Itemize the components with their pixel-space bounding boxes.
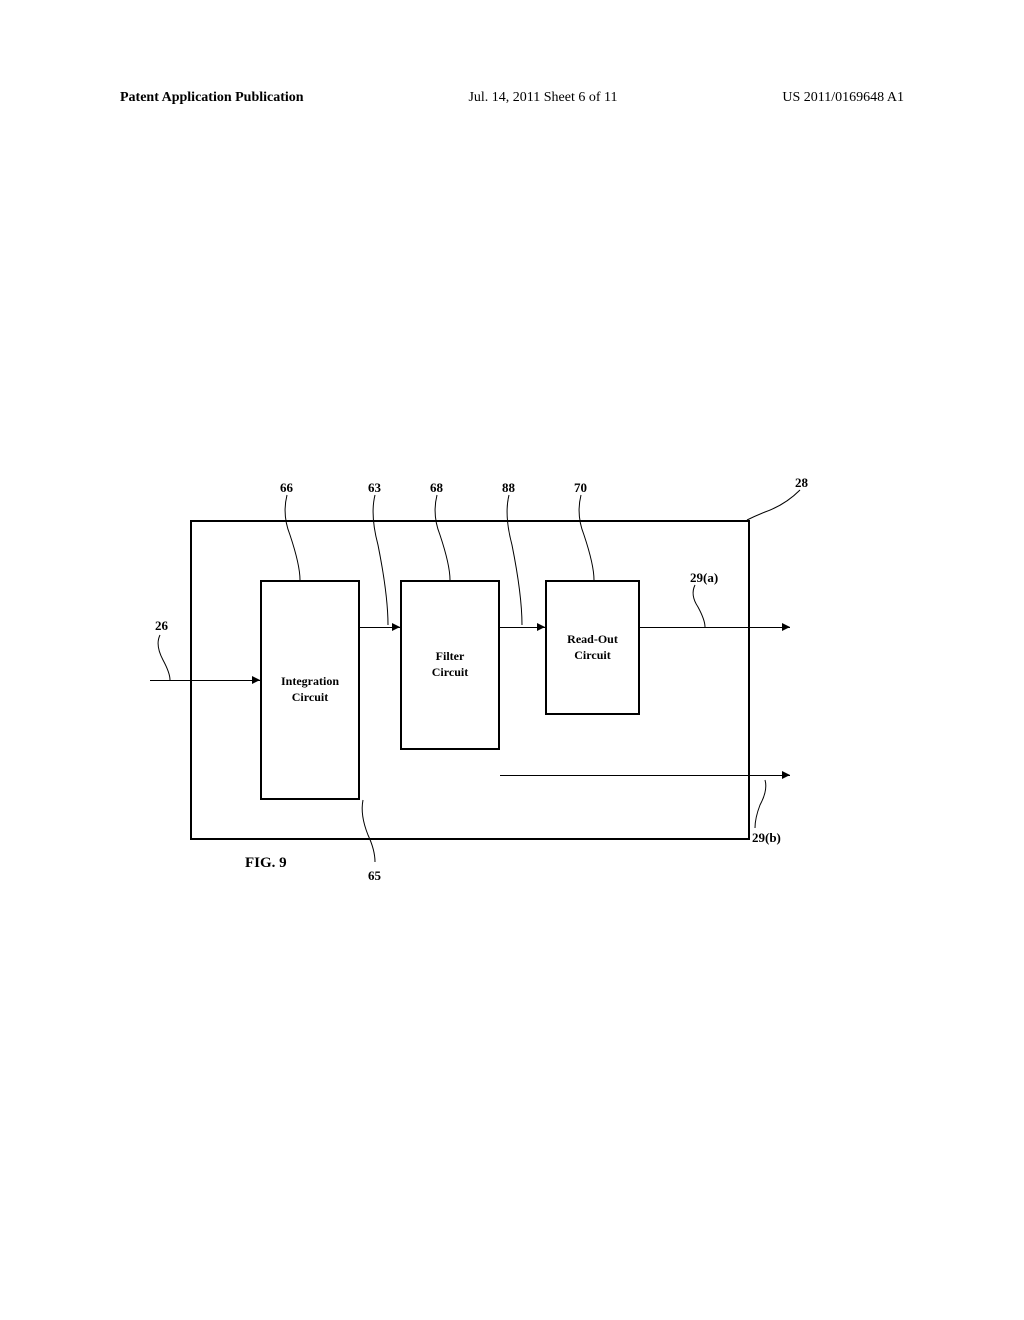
readout-circuit-block: Read-Out Circuit xyxy=(545,580,640,715)
pointer-28 xyxy=(745,490,805,530)
pointer-26 xyxy=(155,635,180,690)
ref-88: 88 xyxy=(502,480,515,496)
ref-65: 65 xyxy=(368,868,381,884)
pointer-29b xyxy=(750,780,775,835)
output-b-head xyxy=(782,771,790,779)
input-arrow-line xyxy=(150,680,260,681)
figure-label: FIG. 9 xyxy=(245,855,287,872)
block-diagram: 66 63 68 88 70 28 29(a) 26 Integration C… xyxy=(190,480,750,830)
ref-26: 26 xyxy=(155,618,168,634)
filter-label: Filter Circuit xyxy=(432,649,468,680)
output-a-head xyxy=(782,623,790,631)
ref-28: 28 xyxy=(795,475,808,491)
output-a-line xyxy=(640,627,790,628)
ref-63: 63 xyxy=(368,480,381,496)
filter-circuit-block: Filter Circuit xyxy=(400,580,500,750)
int-to-filter-head xyxy=(392,623,400,631)
filter-to-readout-head xyxy=(537,623,545,631)
readout-label: Read-Out Circuit xyxy=(567,632,618,663)
integration-circuit-block: Integration Circuit xyxy=(260,580,360,800)
header-center-text: Jul. 14, 2011 Sheet 6 of 11 xyxy=(468,90,617,106)
header-right-text: US 2011/0169648 A1 xyxy=(782,90,904,106)
header-left-text: Patent Application Publication xyxy=(120,90,304,106)
integration-label: Integration Circuit xyxy=(281,674,339,705)
output-b-line xyxy=(500,775,790,776)
ref-68: 68 xyxy=(430,480,443,496)
page-header: Patent Application Publication Jul. 14, … xyxy=(120,90,904,106)
ref-70: 70 xyxy=(574,480,587,496)
input-arrow-head xyxy=(252,676,260,684)
ref-66: 66 xyxy=(280,480,293,496)
pointer-65 xyxy=(360,800,385,870)
